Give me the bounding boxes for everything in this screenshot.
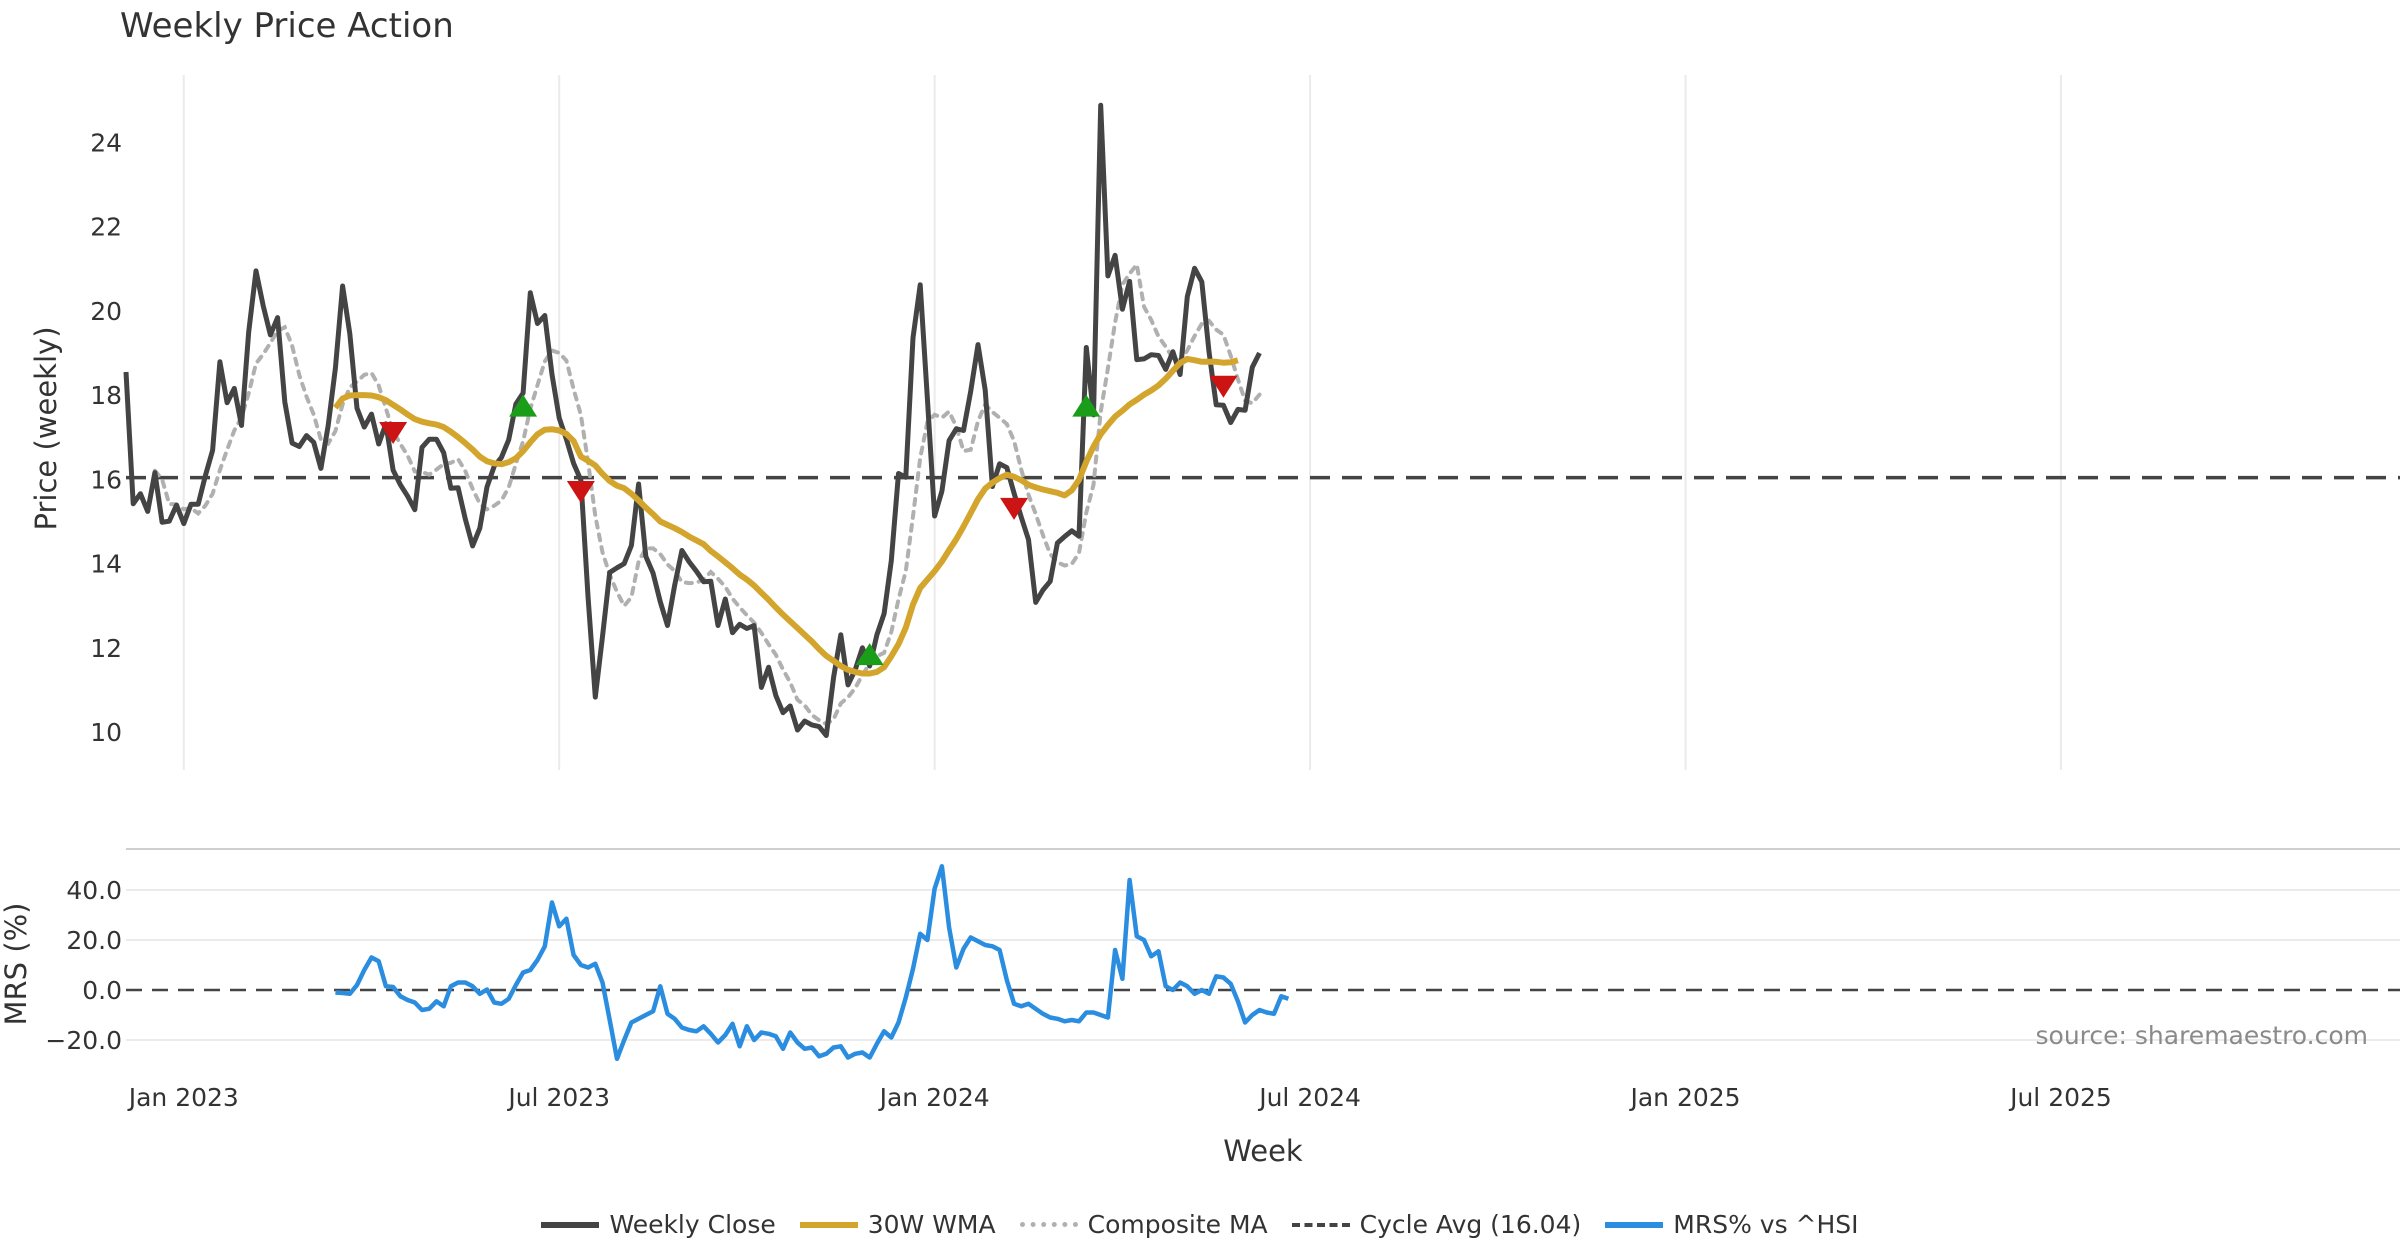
mrs-ytick-label: −20.0	[45, 1026, 122, 1055]
legend-swatch-composite	[1019, 1222, 1078, 1227]
weekly-close-line	[123, 102, 1262, 738]
price-ytick-label: 16	[90, 465, 122, 494]
sell-signal-marker	[1209, 375, 1238, 398]
buy-signal-marker	[1072, 394, 1101, 417]
source-note: source: sharemaestro.com	[2035, 1021, 2369, 1050]
legend-item-mrs[interactable]: MRS% vs ^HSI	[1605, 1210, 1859, 1239]
legend-label-mrs: MRS% vs ^HSI	[1673, 1210, 1859, 1239]
price-ytick-label: 22	[90, 213, 122, 242]
price-ytick-label: 18	[90, 381, 122, 410]
label-layer: 10 12 14 16 18 20 22 24 −20.0 0.0 20.0 40.0 Jan 2023…	[0, 128, 2112, 1168]
mrs-ytick-label: 0.0	[82, 976, 122, 1005]
x-axis-label: Week	[1223, 1134, 1303, 1168]
xtick-label: Jul 2023	[506, 1083, 610, 1112]
xtick-label: Jul 2025	[2008, 1083, 2112, 1112]
xtick-label: Jul 2024	[1257, 1083, 1361, 1112]
buy-signal-marker	[855, 643, 884, 666]
legend-label-composite: Composite MA	[1087, 1210, 1268, 1239]
wma30-line	[333, 355, 1239, 677]
legend-swatch-mrs	[1605, 1221, 1664, 1228]
sell-signal-marker	[1000, 497, 1029, 520]
price-ytick-label: 12	[90, 634, 122, 663]
mrs-y-axis-label: MRS (%)	[0, 903, 33, 1026]
xtick-label: Jan 2024	[878, 1083, 990, 1112]
legend-item-wma[interactable]: 30W WMA	[799, 1210, 996, 1239]
xtick-label: Jan 2023	[127, 1083, 239, 1112]
legend-swatch-close	[541, 1221, 600, 1228]
legend-item-cycle[interactable]: Cycle Avg (16.04)	[1291, 1210, 1582, 1239]
legend-label-cycle: Cycle Avg (16.04)	[1359, 1210, 1582, 1239]
price-ytick-label: 10	[90, 718, 122, 747]
grid-layer	[126, 75, 2400, 1041]
legend-swatch-wma	[799, 1221, 858, 1228]
legend-item-close[interactable]: Weekly Close	[541, 1210, 776, 1239]
price-ytick-label: 14	[90, 550, 122, 579]
mrs-line	[335, 864, 1290, 1062]
buy-signal-marker	[509, 394, 538, 417]
legend-item-composite[interactable]: Composite MA	[1019, 1210, 1268, 1239]
composite-ma-line	[152, 259, 1262, 727]
mrs-ytick-label: 40.0	[66, 876, 122, 905]
mrs-ytick-label: 20.0	[66, 926, 122, 955]
legend-swatch-cycle	[1291, 1222, 1350, 1227]
signal-layer	[379, 375, 1238, 666]
legend: Weekly Close 30W WMA Composite MA Cycle …	[0, 1210, 2400, 1239]
sell-signal-marker	[379, 422, 408, 445]
xtick-label: Jan 2025	[1628, 1083, 1740, 1112]
legend-label-close: Weekly Close	[609, 1210, 776, 1239]
chart-title: Weekly Price Action	[120, 6, 454, 46]
legend-label-wma: 30W WMA	[867, 1210, 996, 1239]
series-layer	[123, 102, 2400, 1062]
price-ytick-label: 20	[90, 297, 122, 326]
sell-signal-marker	[566, 481, 595, 503]
price-y-axis-label: Price (weekly)	[29, 326, 63, 530]
price-ytick-label: 24	[90, 128, 122, 157]
